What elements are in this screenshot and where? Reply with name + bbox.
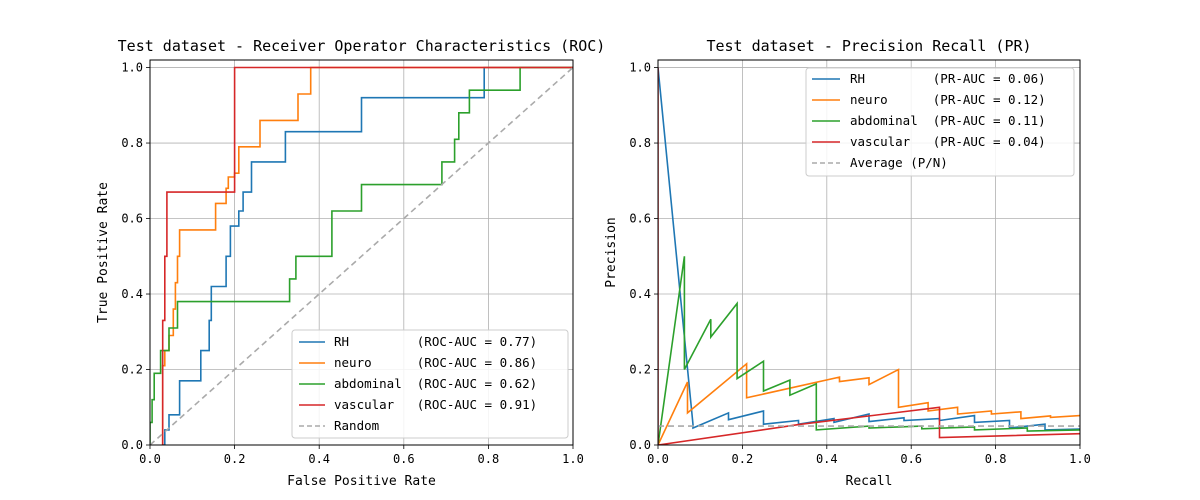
y-tick-label: 0.0 bbox=[629, 438, 651, 452]
y-tick-label: 0.4 bbox=[121, 287, 143, 301]
plot-frame bbox=[149, 59, 574, 446]
legend: RH (ROC-AUC = 0.77) neuro (ROC-AUC = 0.86… bbox=[291, 329, 569, 439]
legend-entry: RH (PR-AUC = 0.06) bbox=[850, 71, 1046, 86]
legend-entry: Random bbox=[334, 418, 379, 433]
roc-chart: 0.0 0.2 0.4 0.6 0.8 1.0 0.0 0.2 0.4 0.6 0.8 1.0 Test… bbox=[96, 37, 605, 489]
x-tick-label: 0.0 bbox=[647, 452, 669, 466]
x-tick-label: 1.0 bbox=[562, 452, 584, 466]
series-line-rh bbox=[162, 66, 573, 445]
y-tick-label: 0.6 bbox=[629, 212, 651, 226]
x-tick-label: 0.0 bbox=[139, 452, 161, 466]
x-tick-label: 0.8 bbox=[985, 452, 1007, 466]
y-axis-label: Precision bbox=[604, 217, 619, 287]
x-tick-label: 0.2 bbox=[224, 452, 246, 466]
y-tick-label: 0.2 bbox=[121, 363, 143, 377]
y-tick-label: 1.0 bbox=[121, 61, 143, 75]
series-line-random bbox=[150, 66, 573, 445]
y-tick-label: 0.0 bbox=[121, 438, 143, 452]
x-axis-label: Recall bbox=[846, 474, 893, 489]
series-line-rh bbox=[658, 67, 1080, 431]
y-tick-label: 0.8 bbox=[629, 136, 651, 150]
y-tick-label: 0.4 bbox=[629, 287, 651, 301]
y-axis-label: True Positive Rate bbox=[96, 182, 111, 323]
series-line-neuro bbox=[658, 362, 1080, 445]
x-tick-label: 0.2 bbox=[732, 452, 754, 466]
legend-entry: neuro (ROC-AUC = 0.86) bbox=[334, 355, 537, 370]
y-tick-label: 0.6 bbox=[121, 212, 143, 226]
chart-title: Test dataset - Precision Recall (PR) bbox=[706, 37, 1031, 55]
x-tick-label: 0.8 bbox=[478, 452, 500, 466]
legend-entry: Average (P/N) bbox=[850, 155, 948, 170]
plot-frame bbox=[657, 59, 1081, 446]
series-line-abdominal bbox=[150, 66, 573, 445]
x-tick-label: 1.0 bbox=[1069, 452, 1091, 466]
series-line-vascular bbox=[161, 66, 573, 445]
legend-box bbox=[291, 329, 569, 439]
chart-title: Test dataset - Receiver Operator Charact… bbox=[118, 37, 606, 55]
series-line-vascular bbox=[658, 67, 1080, 445]
legend-entry: abdominal (PR-AUC = 0.11) bbox=[850, 113, 1046, 128]
x-tick-label: 0.6 bbox=[900, 452, 922, 466]
legend-entry: RH (ROC-AUC = 0.77) bbox=[334, 334, 537, 349]
legend: RH (PR-AUC = 0.06) neuro (PR-AUC = 0.12) a… bbox=[805, 67, 1075, 177]
legend-entry: vascular (ROC-AUC = 0.91) bbox=[334, 397, 537, 412]
y-tick-label: 1.0 bbox=[629, 61, 651, 75]
legend-entry: neuro (PR-AUC = 0.12) bbox=[850, 92, 1046, 107]
y-tick-label: 0.8 bbox=[121, 136, 143, 150]
legend-box bbox=[805, 67, 1075, 177]
x-tick-label: 0.6 bbox=[393, 452, 415, 466]
x-tick-label: 0.4 bbox=[308, 452, 330, 466]
pr-chart: 0.0 0.2 0.4 0.6 0.8 1.0 0.0 0.2 0.4 0.6 0.8 1.0 Test… bbox=[604, 37, 1091, 489]
x-tick-label: 0.4 bbox=[816, 452, 838, 466]
x-axis-label: False Positive Rate bbox=[287, 474, 436, 489]
series-line-abdominal bbox=[658, 256, 1080, 445]
legend-entry: vascular (PR-AUC = 0.04) bbox=[850, 134, 1046, 149]
series-line-neuro bbox=[161, 66, 573, 445]
y-tick-label: 0.2 bbox=[629, 363, 651, 377]
legend-entry: abdominal (ROC-AUC = 0.62) bbox=[334, 376, 537, 391]
